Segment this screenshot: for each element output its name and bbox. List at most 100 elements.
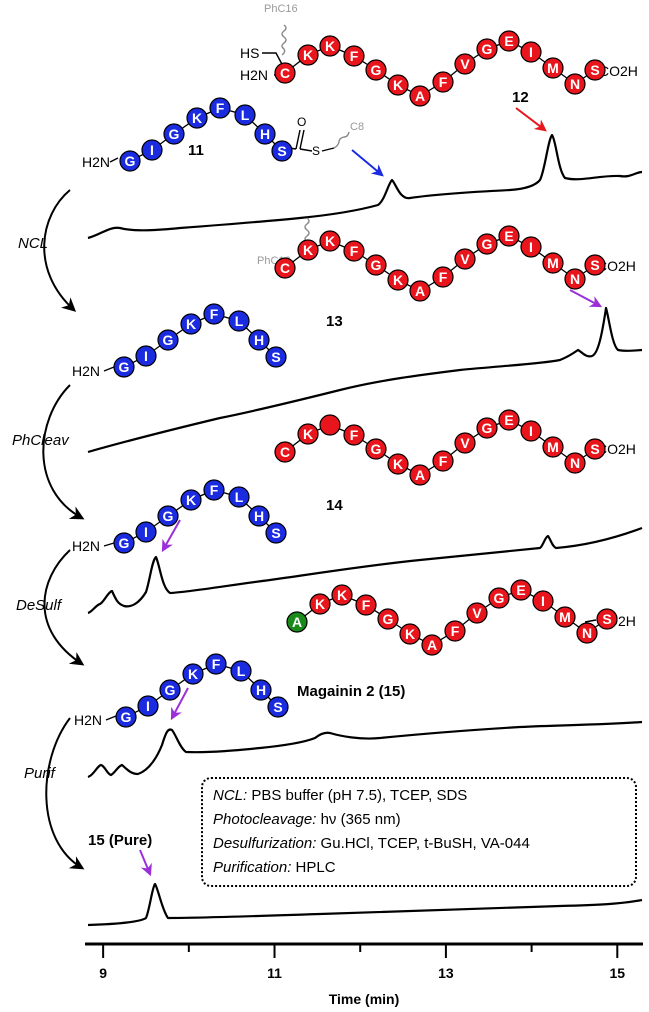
residue-circle [163,123,185,145]
residue-circle [520,420,542,442]
step-label-phcleav: PhCleav [12,432,70,449]
residue-circle [476,233,498,255]
residue-circle [365,59,387,81]
residue-circle [564,268,586,290]
residue-circle [113,532,135,554]
step-label-purif: Purif [24,765,57,782]
residue-letter: K [303,426,313,442]
residue-circle [343,424,365,446]
residue-letter: F [439,453,448,469]
residue-letter: I [529,239,533,255]
residue-circle [228,310,250,332]
condition-purification: Purification: HPLC [213,859,336,876]
residue-circle [265,346,287,368]
residue-circle [234,104,256,126]
residue-circle [319,230,341,252]
peak-arrow-13 [569,289,603,308]
residue-circle [343,45,365,67]
residue-letter: G [482,41,493,57]
residue-letter: L [235,489,244,505]
residue-letter: S [590,62,599,78]
residue-circle [343,240,365,262]
residue-letter: H [256,682,266,698]
residue-circle [432,450,454,472]
residue-letter: S [271,525,280,541]
residue-circle [409,85,431,107]
acid-13: CO2H [597,258,636,274]
trace-3 [87,526,643,615]
residue-letter: F [210,482,219,498]
residue-letter: K [393,77,403,93]
axis-ticks: 9 11 13 15 [99,944,625,981]
residue-circle [115,706,137,728]
step-label-desulf: DeSulf [16,597,63,614]
residue-circle [180,313,202,335]
residue-letter: G [121,709,132,725]
residue-letter: K [186,316,196,332]
residue-letter: G [169,126,180,142]
residue-letter: F [439,74,448,90]
axis-tick-label: 15 [610,965,626,981]
residue-letter: C [280,260,290,276]
residue-letter: H [254,332,264,348]
residue-circle [584,254,606,276]
residue-letter: G [371,441,382,457]
residue-letter: H [254,508,264,524]
residue-letter: K [192,110,202,126]
residue-letter: E [504,33,513,49]
trace-1 [87,133,643,240]
residue-circle [476,417,498,439]
residue-letter: I [144,524,148,540]
residue-circle [286,611,308,633]
residue-letter: K [325,233,335,249]
residue-circle [230,660,252,682]
residue-letter: I [150,142,154,158]
residue-circle [205,653,227,675]
residue-circle [454,53,476,75]
residue-letter: S [590,257,599,273]
peak-arrow-14 [161,519,181,553]
step-arrows [42,189,85,870]
residue-letter: V [460,251,470,267]
residue-circle [466,602,488,624]
peak-arrow-11 [351,149,384,177]
thioester-c8-label: C8 [350,121,364,133]
acid-12: CO2H [599,63,638,79]
amine-15: H2N [74,712,102,728]
residue-letter: E [504,228,513,244]
residue-letter: G [125,153,136,169]
compound-label-15: Magainin 2 (15) [297,683,405,700]
residue-letter: C [280,444,290,460]
residue-circle [476,38,498,60]
residue-circle [584,438,606,460]
residue-circle [454,248,476,270]
residue-circle [135,521,157,543]
photolabile-chain-12 [281,24,287,56]
residue-circle [331,584,353,606]
amine-11: H2N [82,154,110,170]
compound-label-15-pure: 15 (Pure) [88,832,152,849]
residue-letter: M [559,609,571,625]
residue-circle [564,73,586,95]
trace-2 [87,306,643,454]
residue-circle [274,257,296,279]
step-arrow-purif [45,717,85,870]
residue-letter: I [529,44,533,60]
residue-letter: F [350,243,359,259]
thiol-label-12: HS [240,45,259,61]
residue-letter: F [362,597,371,613]
residue-circle [159,679,181,701]
residue-circle [520,236,542,258]
residue-letter: A [415,467,425,483]
residue-circle [157,505,179,527]
amine-14: H2N [72,538,100,554]
residue-circle [498,409,520,431]
residue-circle [564,452,586,474]
residue-circle [228,486,250,508]
